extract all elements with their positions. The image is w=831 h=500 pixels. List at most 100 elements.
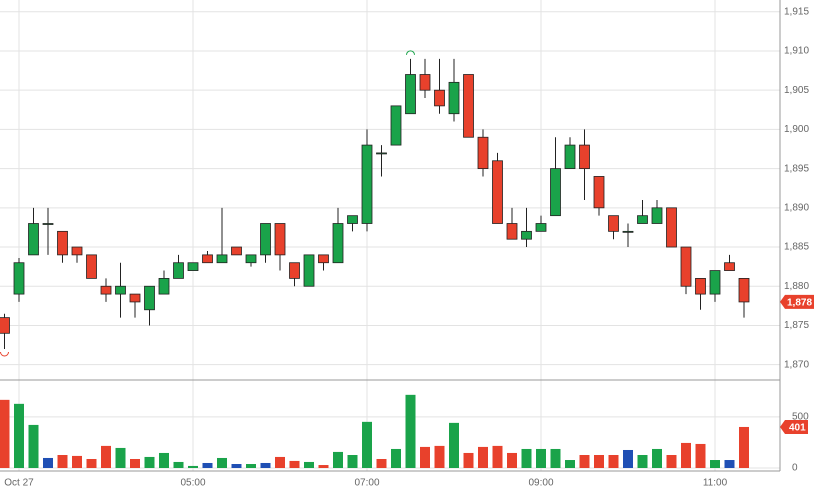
candle-body [463,74,474,138]
candle-body [535,223,547,232]
volume-bar [434,445,445,468]
high-marker [406,50,415,55]
y-tick-label: 1,875 [784,320,809,331]
y-tick-label: 1,870 [784,359,809,370]
x-tick-label: 07:00 [354,478,379,489]
volume-tick-label: 500 [792,411,809,422]
volume-bar [449,422,459,468]
candle-body [202,254,213,264]
volume-bar [144,456,155,468]
y-tick-label: 1,880 [784,281,809,292]
volume-bar [521,448,532,468]
volume-bar [391,448,401,468]
candle-body [651,207,663,224]
x-tick-label: 05:00 [180,478,205,489]
candle-body [376,152,387,155]
x-tick-label: 11:00 [703,478,728,489]
volume-bar [86,458,97,468]
volume-bar [246,464,256,468]
volume-bar [57,455,68,468]
candle-body [289,262,300,279]
candle-body [521,230,532,240]
candle-body [738,278,750,303]
candle-body [0,317,10,334]
candle-body [332,223,344,264]
candle-body [115,285,126,295]
candle-body [347,215,358,224]
volume-tick-label: 0 [792,463,798,474]
volume-bar [347,455,358,468]
volume-bar [0,399,10,468]
volume-bar [333,451,343,468]
volume-bar [304,461,314,468]
y-tick-label: 1,890 [784,202,809,213]
volume-bar [159,452,169,468]
candle-body [231,246,242,256]
candle-body [260,223,271,256]
candle-body [434,89,445,107]
volume-bar [623,449,633,468]
volume-bar [115,447,126,468]
candle-body [550,168,561,217]
volume-bar [318,465,329,468]
volume-bar [724,460,735,468]
volume-bar [579,455,590,468]
volume-bar [217,457,227,468]
candle-body [405,74,416,115]
candle-body [390,105,402,146]
candle-body [144,285,155,311]
volume-bar [72,455,82,468]
volume-bar [637,455,648,468]
candle-body [303,254,315,287]
y-tick-label: 1,900 [784,124,809,135]
candle-body [245,254,257,264]
candle-body [216,254,228,264]
volume-bar [565,460,575,468]
price-tag-label: 1,878 [787,298,812,309]
x-tick-label: 09:00 [528,478,553,489]
volume-bar [666,455,677,468]
volume-bar [275,456,285,468]
volume-bar [739,426,749,468]
candle-body [274,223,286,256]
candle-body [361,144,373,224]
candle-body [158,278,170,295]
y-tick-label: 1,910 [784,46,809,57]
x-tick-label: Oct 27 [4,478,34,489]
candle-body [564,144,576,170]
candle-body [608,215,619,232]
candle-body [622,230,634,233]
volume-bar [14,403,24,468]
candle-body [100,285,112,295]
volume-bar [376,458,387,468]
candle-body [637,215,648,224]
candle-body [506,223,518,240]
candle-body [71,246,83,256]
candle-body [477,136,489,170]
volume-bar [101,445,111,468]
volume-bar [43,457,53,468]
volume-bar [695,443,706,468]
y-tick-label: 1,905 [784,85,809,96]
candle-body [173,262,184,279]
volume-bar [594,455,604,468]
y-tick-label: 1,895 [784,163,809,174]
volume-tag [780,419,808,434]
volume-bar [130,458,140,468]
volume-bar [478,446,488,468]
candle-body [129,293,141,303]
volume-bar [492,445,503,468]
volume-bar [550,448,561,468]
volume-bar [608,455,619,468]
candle-body [86,254,97,279]
volume-bar [652,448,662,468]
volume-bar [681,442,691,468]
candle-body [187,262,199,271]
candle-body [593,176,605,209]
candle-body [13,262,25,295]
volume-bar [362,421,372,468]
candle-body [419,74,431,91]
candle-body [695,278,706,295]
volume-bar [536,448,546,468]
